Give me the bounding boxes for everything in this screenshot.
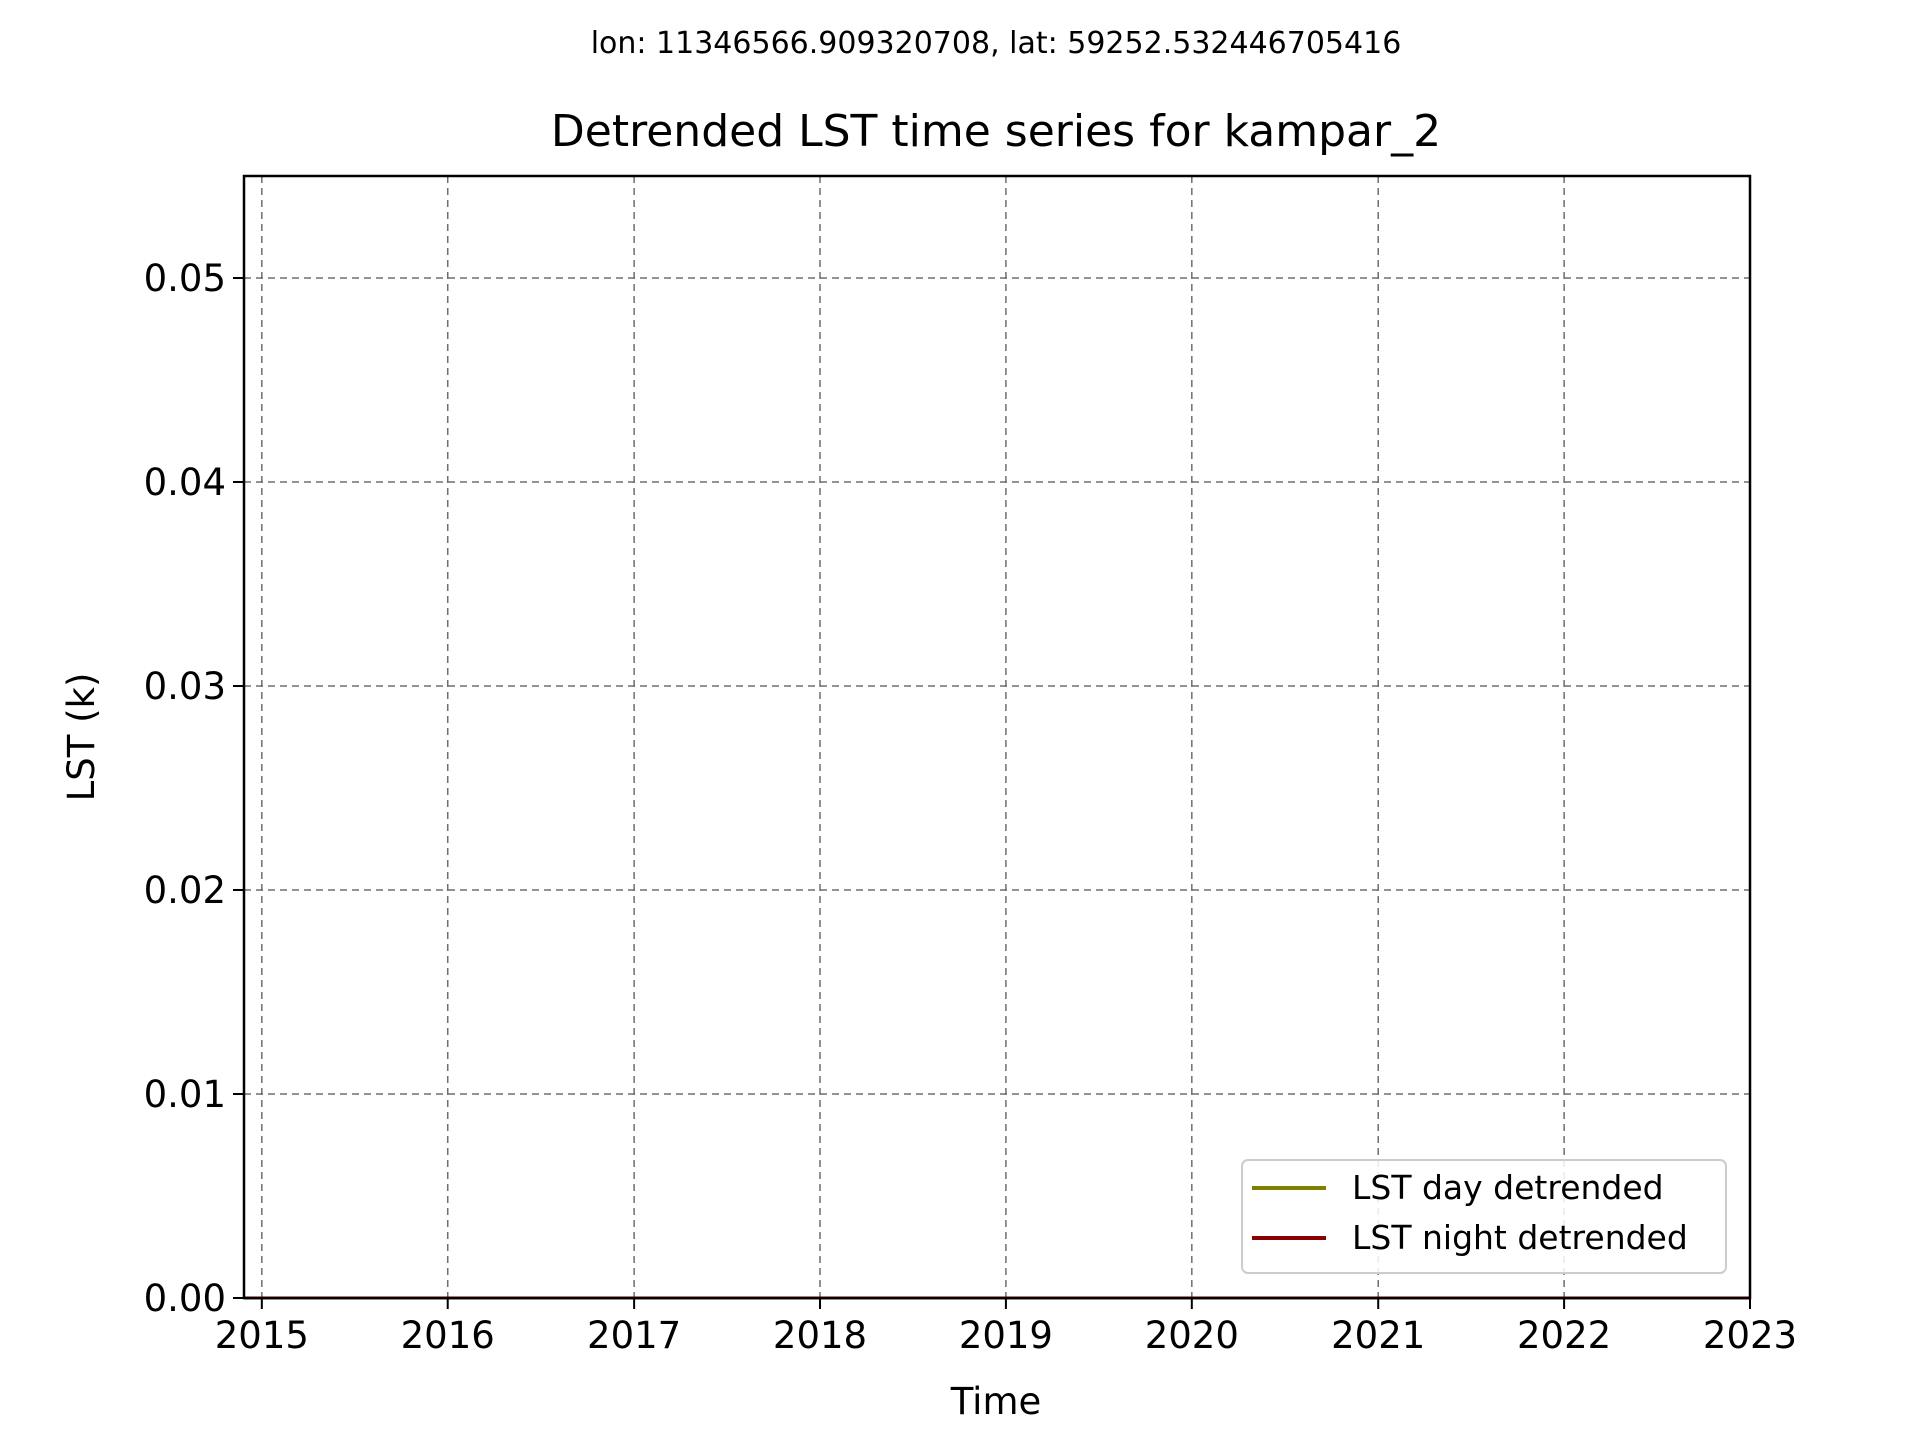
x-tick-label: 2022 [1517,1314,1611,1357]
y-tick-label: 0.03 [144,665,226,708]
y-tick-label: 0.04 [144,461,226,504]
legend-box [1241,1159,1727,1274]
y-tick-label: 0.02 [144,869,226,912]
chart-title: Detrended LST time series for kampar_2 [551,106,1441,157]
x-tick-label: 2018 [773,1314,867,1357]
legend: LST day detrended LST night detrended [1241,1159,1727,1274]
x-tick-label: 2017 [587,1314,681,1357]
legend-label: LST night detrended [1352,1218,1688,1257]
x-tick-label: 2020 [1145,1314,1239,1357]
chart-suptitle: lon: 11346566.909320708, lat: 59252.5324… [591,26,1402,61]
y-tick-label: 0.01 [144,1073,226,1116]
y-axis-ticks: 0.00 0.01 0.02 0.03 0.04 0.05 [144,257,244,1320]
x-tick-label: 2021 [1331,1314,1425,1357]
y-axis-label: LST (k) [60,673,103,802]
y-tick-label: 0.00 [144,1277,226,1320]
x-axis-label: Time [950,1380,1042,1423]
y-tick-label: 0.05 [144,257,226,300]
x-axis-ticks: 2015 2016 2017 2018 2019 2020 2021 2022 2023 [215,1298,1797,1357]
plot-frame [242,174,1752,1300]
legend-label: LST day detrended [1352,1168,1664,1207]
x-tick-label: 2023 [1703,1314,1797,1357]
x-tick-label: 2016 [401,1314,495,1357]
x-tick-label: 2015 [215,1314,309,1357]
x-tick-label: 2019 [959,1314,1053,1357]
